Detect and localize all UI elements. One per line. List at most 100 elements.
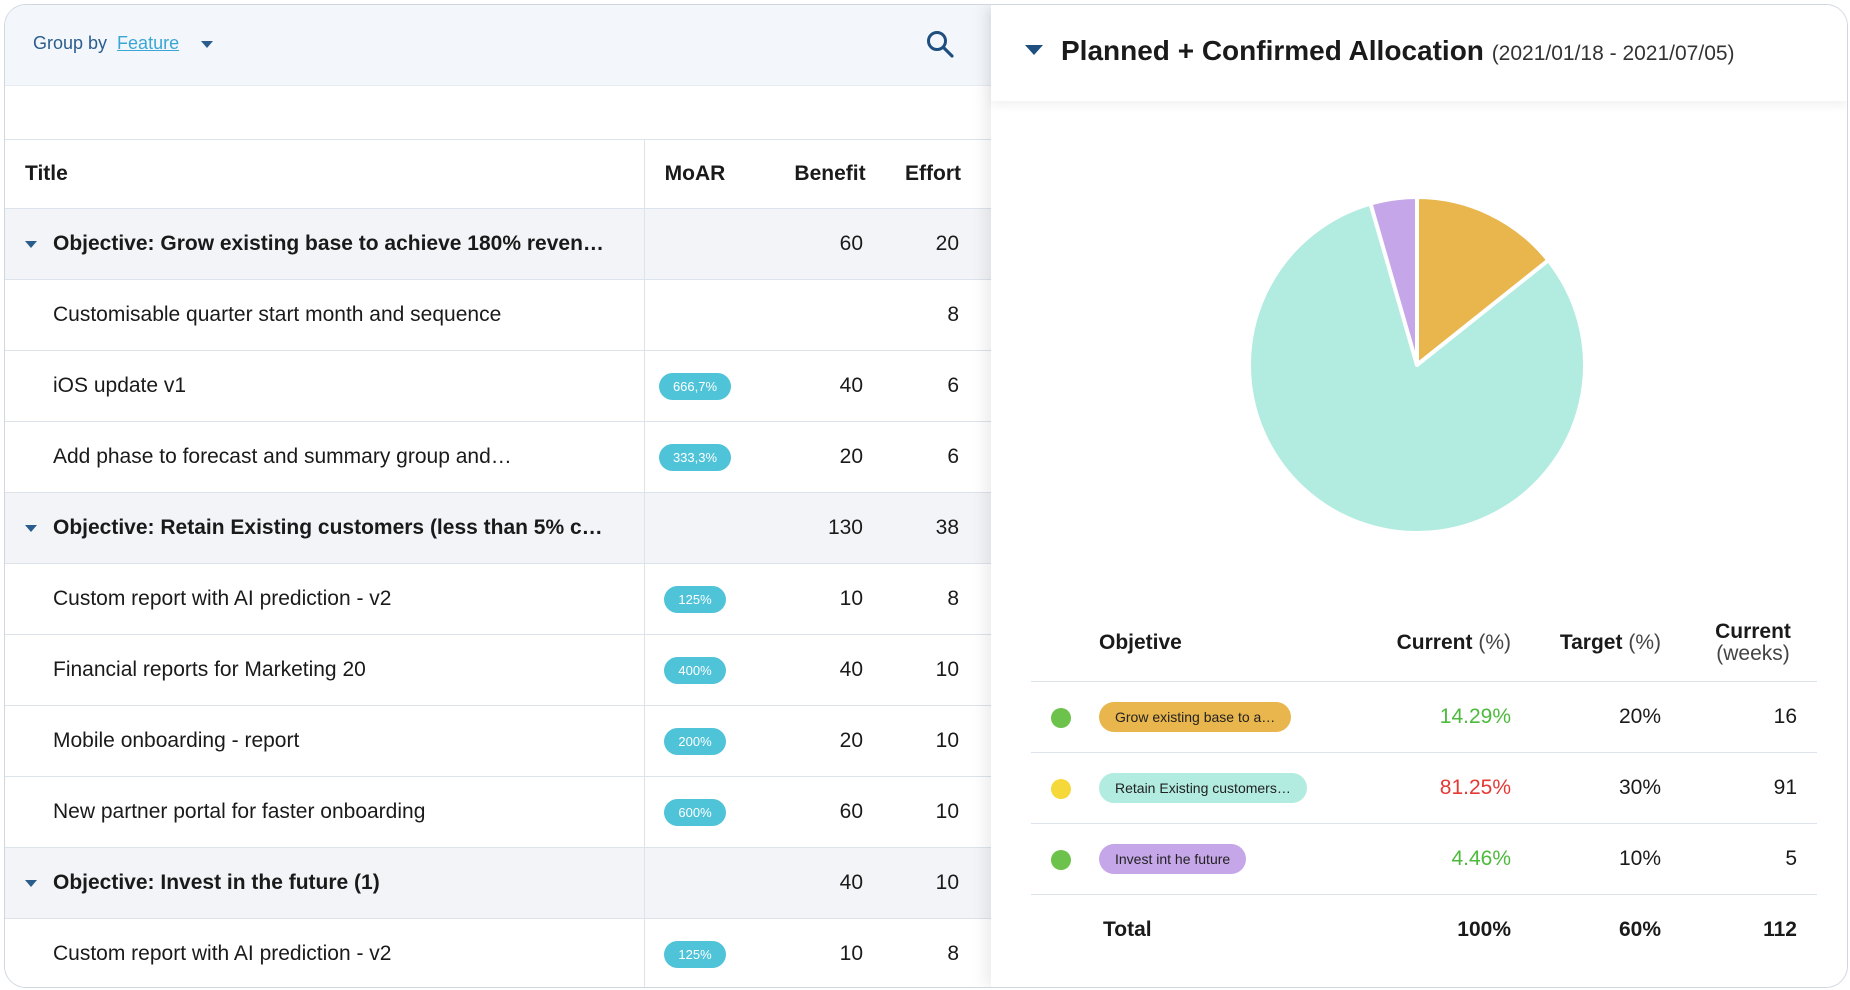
allocation-date-range: (2021/01/18 - 2021/07/05): [1491, 42, 1735, 65]
total-current: 100%: [1457, 918, 1511, 941]
row-effort: 8: [947, 303, 959, 326]
row-title[interactable]: Customisable quarter start month and seq…: [5, 280, 645, 350]
allocation-header: Planned + Confirmed Allocation (2021/01/…: [991, 5, 1847, 101]
row-benefit: 20: [839, 729, 863, 752]
objective-pill-wrap: Grow existing base to a…: [1099, 682, 1292, 752]
row-title[interactable]: Mobile onboarding - report: [5, 706, 645, 776]
row-benefit: 20: [839, 445, 863, 468]
column-header-objective: Objetive: [1099, 631, 1182, 654]
objective-row[interactable]: Invest int he future 4.46% 10% 5: [1031, 824, 1817, 895]
objective-weeks: 91: [1773, 776, 1797, 799]
objective-weeks: 5: [1785, 847, 1797, 870]
objective-pill[interactable]: Retain Existing customers…: [1099, 773, 1307, 803]
table-header-row: Title MoAR Benefit Effort: [5, 140, 991, 209]
objective-pill[interactable]: Invest int he future: [1099, 844, 1247, 874]
column-header-effort[interactable]: Effort: [905, 162, 961, 185]
collapse-caret-icon[interactable]: [25, 525, 37, 532]
objective-current: 14.29%: [1439, 705, 1511, 728]
allocation-pie-chart: [1247, 195, 1587, 535]
row-benefit: 60: [839, 232, 863, 255]
group-by-control[interactable]: Group by Feature: [33, 33, 214, 54]
table-row[interactable]: New partner portal for faster onboarding…: [5, 777, 991, 848]
objective-allocation-table: Objetive Current (%) Target (%) Current …: [1031, 605, 1817, 965]
objective-pill-wrap: Retain Existing customers…: [1099, 753, 1307, 823]
chevron-down-icon[interactable]: [201, 41, 214, 48]
row-title: Objective: Retain Existing customers (le…: [5, 493, 645, 563]
current-label: Current: [1396, 631, 1473, 654]
row-title[interactable]: New partner portal for faster onboarding: [5, 777, 645, 847]
moar-badge: 125%: [664, 940, 726, 968]
table-row[interactable]: Custom report with AI prediction - v2 125…: [5, 919, 991, 987]
allocation-panel: Planned + Confirmed Allocation (2021/01/…: [991, 5, 1847, 987]
column-header-benefit[interactable]: Benefit: [794, 162, 866, 185]
pie-slice[interactable]: [1415, 195, 1551, 367]
row-effort: 6: [947, 445, 959, 468]
row-effort: 38: [935, 516, 959, 539]
row-moar: [645, 848, 745, 918]
row-benefit: 10: [839, 942, 863, 965]
pie-slice[interactable]: [1247, 201, 1587, 535]
table-row[interactable]: iOS update v1 666,7% 40 6: [5, 351, 991, 422]
table-row[interactable]: Add phase to forecast and summary group …: [5, 422, 991, 493]
objective-group-row[interactable]: Objective: Invest in the future (1) 40 10: [5, 848, 991, 919]
row-effort: 8: [947, 942, 959, 965]
objective-group-row[interactable]: Objective: Retain Existing customers (le…: [5, 493, 991, 564]
objective-pill-wrap: Invest int he future: [1099, 824, 1247, 894]
table-row[interactable]: Financial reports for Marketing 20 400% 40…: [5, 635, 991, 706]
objective-pill[interactable]: Grow existing base to a…: [1099, 702, 1292, 732]
row-moar: [645, 280, 745, 350]
app-frame: Group by Feature Title MoAR Benefit Effo…: [4, 4, 1848, 988]
objective-current: 81.25%: [1439, 776, 1511, 799]
status-dot-icon: [1051, 779, 1071, 799]
allocation-title-text: Planned + Confirmed Allocation: [1061, 35, 1484, 66]
row-effort: 6: [947, 374, 959, 397]
row-benefit: 40: [839, 871, 863, 894]
row-benefit: 10: [839, 587, 863, 610]
objective-current: 4.46%: [1451, 847, 1511, 870]
column-header-moar[interactable]: MoAR: [664, 162, 726, 185]
search-icon[interactable]: [925, 29, 955, 59]
row-benefit: 40: [839, 658, 863, 681]
group-by-value[interactable]: Feature: [117, 33, 180, 53]
total-label: Total: [1103, 918, 1152, 941]
moar-badge: 125%: [664, 585, 726, 613]
objective-target: 30%: [1618, 776, 1661, 799]
row-effort: 8: [947, 587, 959, 610]
row-benefit: 60: [839, 800, 863, 823]
row-title[interactable]: iOS update v1: [5, 351, 645, 421]
row-moar: 333,3%: [645, 422, 745, 492]
weeks-label: Current: [1715, 619, 1791, 643]
column-header-current: Current (%): [1331, 605, 1511, 681]
moar-badge: 333,3%: [658, 443, 732, 471]
group-by-label: Group by: [33, 33, 108, 53]
row-benefit: [745, 280, 863, 350]
row-moar: [645, 493, 745, 563]
objective-weeks: 16: [1773, 705, 1797, 728]
roadmap-table: Title MoAR Benefit Effort Objective: Gro…: [5, 139, 991, 987]
objective-target: 10%: [1618, 847, 1661, 870]
objective-total-row: Total 100% 60% 112: [1031, 895, 1817, 965]
column-header-title[interactable]: Title: [5, 140, 645, 208]
row-title: Objective: Grow existing base to achieve…: [5, 209, 645, 279]
moar-badge: 200%: [664, 727, 726, 755]
row-moar: 125%: [645, 919, 745, 987]
weeks-unit: (weeks): [1716, 642, 1790, 665]
row-title[interactable]: Financial reports for Marketing 20: [5, 635, 645, 705]
collapse-caret-icon[interactable]: [25, 241, 37, 248]
objective-group-row[interactable]: Objective: Grow existing base to achieve…: [5, 209, 991, 280]
objective-row[interactable]: Grow existing base to a… 14.29% 20% 16: [1031, 682, 1817, 753]
total-weeks: 112: [1763, 918, 1797, 941]
row-title[interactable]: Add phase to forecast and summary group …: [5, 422, 645, 492]
collapse-caret-icon[interactable]: [25, 880, 37, 887]
row-effort: 10: [935, 871, 959, 894]
row-moar: 125%: [645, 564, 745, 634]
pie-slice[interactable]: [1368, 195, 1419, 367]
row-title[interactable]: Custom report with AI prediction - v2: [5, 919, 645, 987]
row-effort: 10: [935, 800, 959, 823]
table-row[interactable]: Custom report with AI prediction - v2 125…: [5, 564, 991, 635]
collapse-caret-icon[interactable]: [1025, 45, 1043, 55]
table-row[interactable]: Mobile onboarding - report 200% 20 10: [5, 706, 991, 777]
table-row[interactable]: Customisable quarter start month and seq…: [5, 280, 991, 351]
objective-row[interactable]: Retain Existing customers… 81.25% 30% 91: [1031, 753, 1817, 824]
row-title[interactable]: Custom report with AI prediction - v2: [5, 564, 645, 634]
